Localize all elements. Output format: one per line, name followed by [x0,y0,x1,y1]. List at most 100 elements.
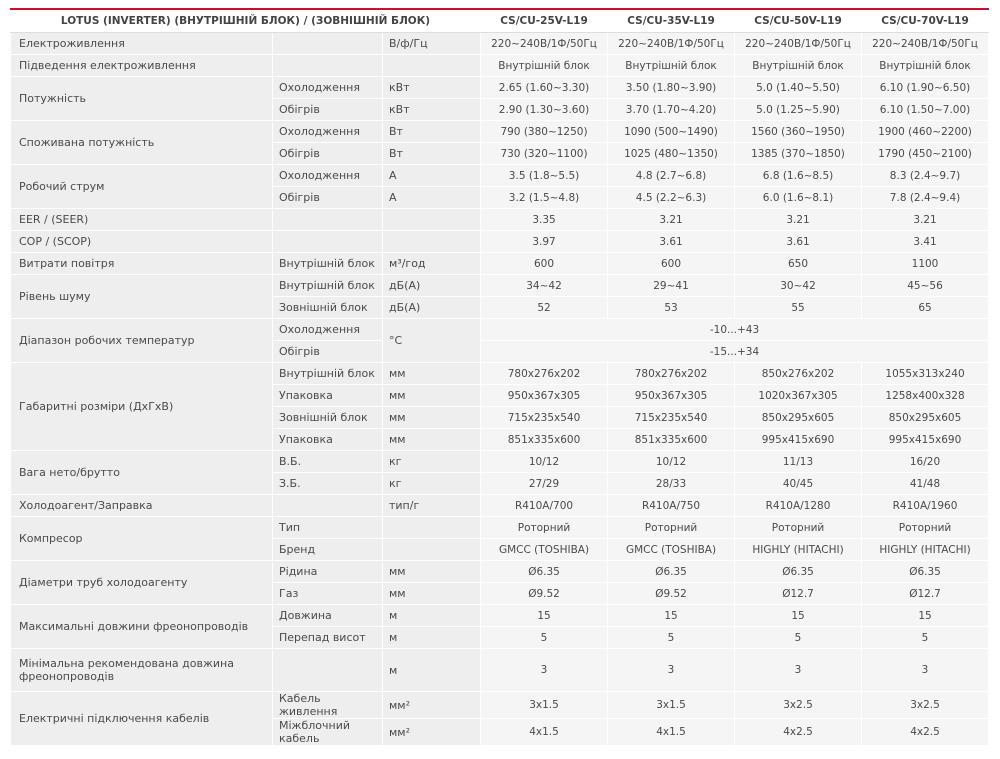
sub-label: Довжина [272,604,383,627]
value: 30~42 [734,274,863,297]
value: 4x2.5 [861,718,990,746]
unit: тип/г [381,494,482,517]
spec-row: Підведення електроживлення Внутрішній бло… [10,54,990,77]
spec-row: Компресор Тип Роторний Роторний Роторний Рото… [10,516,990,561]
spec-row: Упаковка мм 851x335x600 851x335x600 995x415x… [11,428,990,451]
unit: кг [381,472,482,495]
value: 1090 (500~1490) [607,120,736,143]
value: 15 [607,604,736,627]
header-row: LOTUS (INVERTER) (ВНУТРІШНІЙ БЛОК) / (ЗО… [9,8,990,33]
spec-row: Обігрів -15...+34 [11,340,990,363]
unit: Вт [381,142,482,165]
spec-row: Рівень шуму Внутрішній блок дБ(А) 34~42 29~4… [10,274,990,319]
value: 1055x313x240 [861,362,990,385]
param-label: Максимальні довжини фреонопроводів [10,604,273,649]
value: -15...+34 [480,340,990,363]
model-header: CS/CU-50V-L19 [734,8,863,33]
value: 780x276x202 [607,362,736,385]
value: 3.41 [861,230,990,253]
unit: м [381,648,482,692]
spec-row: Газ мм Ø9.52 Ø9.52 Ø12.7 Ø12.7 [11,582,990,605]
value: 3.35 [480,208,609,231]
value: 715x235x540 [607,406,736,429]
sub-label [272,54,383,77]
value: R410A/1280 [734,494,863,517]
value: 4x2.5 [734,718,863,746]
value: 220~240В/1Ф/50Гц [734,32,863,55]
value: 5.0 (1.40~5.50) [734,76,863,99]
sub-label: Зовнішній блок [272,296,383,319]
value: Роторний [480,516,609,539]
value: Роторний [861,516,990,539]
spec-row: Електроживлення В/ф/Гц 220~240В/1Ф/50Гц 220… [10,32,990,55]
sub-label: В.Б. [272,450,383,473]
spec-row: Максимальні довжини фреонопроводів Довжин… [10,604,990,649]
value: 851x335x600 [480,428,609,451]
value: 41/48 [861,472,990,495]
value: Внутрішній блок [607,54,736,77]
value: Ø6.35 [480,560,609,583]
value: 55 [734,296,863,319]
sub-label: Обігрів [272,186,383,209]
spec-table: LOTUS (INVERTER) (ВНУТРІШНІЙ БЛОК) / (ЗО… [9,8,990,746]
value: 5 [861,626,990,649]
value: 995x415x690 [861,428,990,451]
value: 3.21 [734,208,863,231]
value: Ø6.35 [861,560,990,583]
unit: °C [381,318,482,363]
value: 5 [607,626,736,649]
value: 1100 [861,252,990,275]
value: 40/45 [734,472,863,495]
value: 2.65 (1.60~3.30) [480,76,609,99]
spec-row: Холодоагент/Заправка тип/г R410A/700 R410A/… [10,494,990,517]
sub-label: Кабель живлення [272,691,383,719]
spec-row: Потужність Охолодження кВт 2.65 (1.60~3.30)… [10,76,990,121]
value: 3x1.5 [480,691,609,719]
sub-label: Обігрів [272,142,383,165]
param-label: Підведення електроживлення [10,54,273,77]
value: 15 [480,604,609,627]
unit: дБ(А) [381,274,482,297]
sub-label: Зовнішній блок [272,406,383,429]
spec-row: Міжблочний кабель мм² 4x1.5 4x1.5 4x2.5 4x2.5 [11,718,990,746]
unit: мм [381,362,482,385]
value: 6.10 (1.90~6.50) [861,76,990,99]
unit: дБ(А) [381,296,482,319]
value: 3.21 [607,208,736,231]
value: Ø12.7 [861,582,990,605]
spec-row: Зовнішній блок дБ(А) 52 53 55 65 [11,296,990,319]
value: 11/13 [734,450,863,473]
param-label: Холодоагент/Заправка [10,494,273,517]
value: HIGHLY (HITACHI) [734,538,863,561]
model-header: CS/CU-70V-L19 [861,8,990,33]
value: 3.97 [480,230,609,253]
spec-row: Витрати повітря Внутрішній блок м³/год 600 6… [10,252,990,275]
param-label: COP / (SCOP) [10,230,273,253]
param-label: Компресор [10,516,273,561]
unit: кг [381,450,482,473]
value: 5 [480,626,609,649]
spec-row: Зовнішній блок мм 715x235x540 715x235x540 85… [11,406,990,429]
value: 851x335x600 [607,428,736,451]
value: 1025 (480~1350) [607,142,736,165]
value: 6.8 (1.6~8.5) [734,164,863,187]
sub-label: Упаковка [272,384,383,407]
value: 1385 (370~1850) [734,142,863,165]
sub-label: Перепад висот [272,626,383,649]
value: 3 [480,648,609,692]
spec-row: Електричні підключення кабелів Кабель жив… [10,691,990,746]
model-header: CS/CU-35V-L19 [607,8,736,33]
value: 3.61 [607,230,736,253]
sub-label: Охолодження [272,120,383,143]
value: 3.50 (1.80~3.90) [607,76,736,99]
param-label: Мінімальна рекомендована довжина фреоноп… [10,648,273,692]
value: 995x415x690 [734,428,863,451]
value: 65 [861,296,990,319]
sub-label [272,230,383,253]
unit: кВт [381,76,482,99]
unit: Вт [381,120,482,143]
unit: мм [381,384,482,407]
value: 1020x367x305 [734,384,863,407]
unit: мм² [381,691,482,719]
